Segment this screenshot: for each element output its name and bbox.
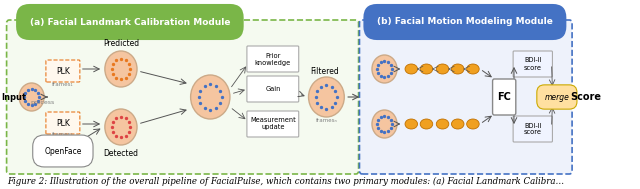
Text: Input: Input bbox=[1, 92, 26, 101]
FancyBboxPatch shape bbox=[247, 76, 299, 102]
Ellipse shape bbox=[451, 119, 464, 129]
Circle shape bbox=[308, 77, 344, 117]
Text: Prior
knowledge: Prior knowledge bbox=[255, 53, 291, 66]
FancyBboxPatch shape bbox=[46, 112, 80, 134]
Ellipse shape bbox=[436, 119, 449, 129]
Text: framesₙ: framesₙ bbox=[316, 118, 337, 123]
Text: Score: Score bbox=[570, 92, 602, 102]
Text: process: process bbox=[30, 100, 54, 105]
Text: OpenFace: OpenFace bbox=[44, 146, 81, 156]
Circle shape bbox=[19, 83, 44, 111]
Ellipse shape bbox=[420, 64, 433, 74]
Text: FC: FC bbox=[497, 92, 511, 102]
FancyBboxPatch shape bbox=[247, 46, 299, 72]
FancyBboxPatch shape bbox=[360, 20, 572, 174]
Circle shape bbox=[105, 51, 137, 87]
FancyBboxPatch shape bbox=[513, 51, 552, 77]
Text: PLK: PLK bbox=[56, 119, 70, 128]
Text: PLK: PLK bbox=[56, 67, 70, 75]
Ellipse shape bbox=[420, 119, 433, 129]
FancyBboxPatch shape bbox=[247, 111, 299, 137]
Ellipse shape bbox=[405, 64, 417, 74]
Text: (b) Facial Motion Modeling Module: (b) Facial Motion Modeling Module bbox=[377, 18, 553, 26]
Text: Measurement
update: Measurement update bbox=[250, 118, 296, 130]
Text: frames₁: frames₁ bbox=[52, 82, 74, 87]
Text: frames₂: frames₂ bbox=[52, 132, 74, 137]
FancyBboxPatch shape bbox=[513, 116, 552, 142]
Ellipse shape bbox=[451, 64, 464, 74]
Ellipse shape bbox=[467, 119, 479, 129]
Circle shape bbox=[191, 75, 230, 119]
Circle shape bbox=[105, 109, 137, 145]
Ellipse shape bbox=[405, 119, 417, 129]
Text: Gain: Gain bbox=[265, 86, 280, 92]
Text: merge: merge bbox=[545, 92, 570, 101]
Circle shape bbox=[372, 55, 397, 83]
Text: BDI-II
score: BDI-II score bbox=[524, 57, 542, 70]
Text: Detected: Detected bbox=[104, 149, 138, 158]
Text: Filtered: Filtered bbox=[310, 67, 339, 76]
Text: Predicted: Predicted bbox=[103, 39, 139, 48]
Circle shape bbox=[372, 110, 397, 138]
FancyBboxPatch shape bbox=[6, 20, 358, 174]
Ellipse shape bbox=[467, 64, 479, 74]
Text: Figure 2: Illustration of the overall pipeline of FacialPulse, which contains tw: Figure 2: Illustration of the overall pi… bbox=[8, 177, 564, 186]
FancyBboxPatch shape bbox=[46, 60, 80, 82]
Ellipse shape bbox=[436, 64, 449, 74]
Text: BDI-II
score: BDI-II score bbox=[524, 122, 542, 136]
FancyBboxPatch shape bbox=[493, 79, 516, 115]
Text: (a) Facial Landmark Calibration Module: (a) Facial Landmark Calibration Module bbox=[29, 18, 230, 26]
